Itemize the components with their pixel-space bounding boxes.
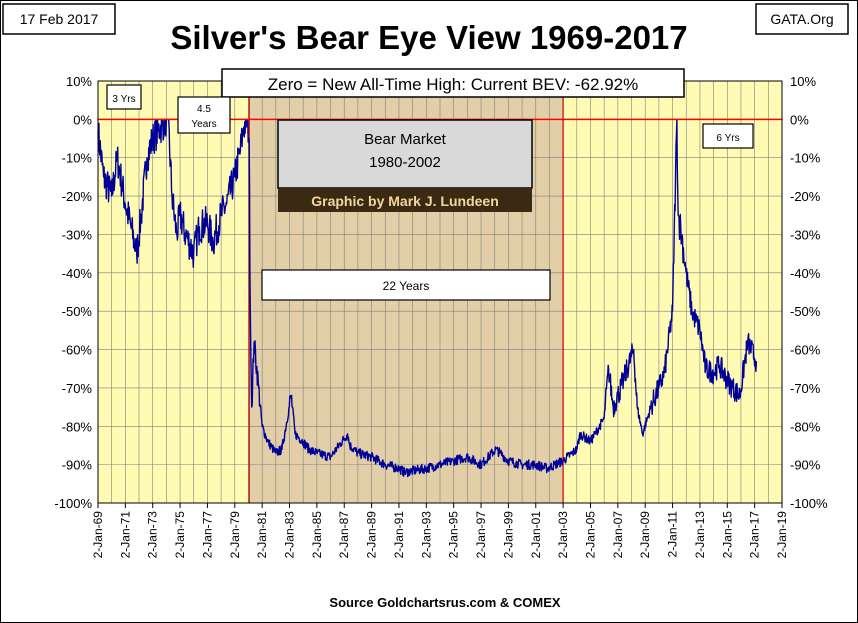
x-tick-label: 2-Jan-95 [447,511,461,559]
duration-box-3 [261,269,551,301]
y-tick-label-left: -70% [62,381,93,396]
date-box [2,3,116,35]
x-tick-label: 2-Jan-87 [337,511,351,559]
x-tick-label: 2-Jan-71 [118,511,132,559]
y-tick-label-right: 10% [790,74,816,89]
x-tick-label: 2-Jan-77 [200,511,214,559]
x-tick-label: 2-Jan-73 [146,511,160,559]
x-tick-label: 2-Jan-05 [583,511,597,559]
x-tick-label: 2-Jan-01 [529,511,543,559]
credit-label: Graphic by Mark J. Lundeen [311,193,499,209]
date-label: 17 Feb 2017 [20,11,99,27]
x-tick-label: 2-Jan-15 [720,511,734,559]
y-tick-label-right: -50% [790,304,821,319]
y-tick-label-left: -60% [62,343,93,358]
y-tick-label-right: -80% [790,419,821,434]
y-axis-left: 10% 0% -10% -20% -30% -40% -50% -60% -70% -80% -90… [54,74,92,511]
x-tick-label: 2-Jan-75 [173,511,187,559]
y-tick-label-right: 0% [790,112,809,127]
y-tick-label-left: -20% [62,189,93,204]
y-tick-label-left: -80% [62,419,93,434]
x-tick-label: 2-Jan-85 [310,511,324,559]
y-tick-label-right: -20% [790,189,821,204]
y-axis-right: 10% 0% -10% -20% -30% -40% -50% -60% -70% -80% -90… [790,74,828,511]
y-tick-label-left: 0% [73,112,92,127]
y-tick-label-left: -100% [54,496,92,511]
bear-market-box [277,119,533,189]
y-tick-label-right: -70% [790,381,821,396]
duration-box-1 [106,84,142,110]
duration-label-3: 22 Years [383,279,430,293]
x-tick-label: 2-Jan-03 [556,511,570,559]
duration-label-2-line1: 4.5 [197,104,211,115]
duration-label-2-line2: Years [191,119,216,130]
x-tick-label: 2-Jan-69 [91,511,105,559]
y-tick-label-right: -40% [790,266,821,281]
x-tick-label: 2-Jan-11 [666,511,680,558]
x-tick-label: 2-Jan-83 [283,511,297,559]
y-tick-label-right: -10% [790,151,821,166]
x-tick-label: 2-Jan-89 [365,511,379,559]
bear-market-label-line1: Bear Market [364,131,447,148]
y-tick-label-right: -90% [790,458,821,473]
x-tick-label: 2-Jan-13 [693,511,707,559]
credit-box [278,188,532,212]
duration-label-4: 6 Yrs [716,133,739,144]
duration-box-4 [702,123,754,149]
x-tick-label: 2-Jan-17 [748,511,762,559]
silver-bev-series-line [97,118,758,478]
y-tick-label-left: 10% [66,74,92,89]
y-tick-label-left: -40% [62,266,93,281]
x-tick-label: 2-Jan-99 [501,511,515,559]
site-box [755,3,849,35]
site-label: GATA.Org [770,11,833,27]
subtitle-box [221,68,685,98]
x-axis: 2-Jan-69 2-Jan-71 2-Jan-73 2-Jan-75 2-Jan-77… [91,503,789,558]
chart-subtitle: Zero = New All-Time High: Current BEV: -… [268,75,639,94]
y-tick-label-left: -10% [62,151,93,166]
y-tick-label-left: -50% [62,304,93,319]
y-tick-label-left: -90% [62,458,93,473]
x-tick-label: 2-Jan-07 [611,511,625,559]
x-tick-label: 2-Jan-93 [419,511,433,559]
x-tick-label: 2-Jan-19 [775,511,789,559]
duration-label-1: 3 Yrs [112,94,135,105]
x-tick-label: 2-Jan-91 [392,511,406,559]
x-tick-label: 2-Jan-97 [474,511,488,559]
chart-title: Silver's Bear Eye View 1969-2017 [170,19,687,56]
y-tick-label-right: -60% [790,343,821,358]
x-tick-label: 2-Jan-79 [228,511,242,559]
y-tick-label-right: -30% [790,227,821,242]
bear-market-label-line2: 1980-2002 [369,154,441,171]
x-tick-label: 2-Jan-81 [255,511,269,559]
y-tick-label-left: -30% [62,227,93,242]
x-tick-label: 2-Jan-09 [638,511,652,559]
duration-box-2 [177,96,231,134]
source-label: Source Goldchartsrus.com & COMEX [329,595,560,610]
y-tick-label-right: -100% [790,496,828,511]
